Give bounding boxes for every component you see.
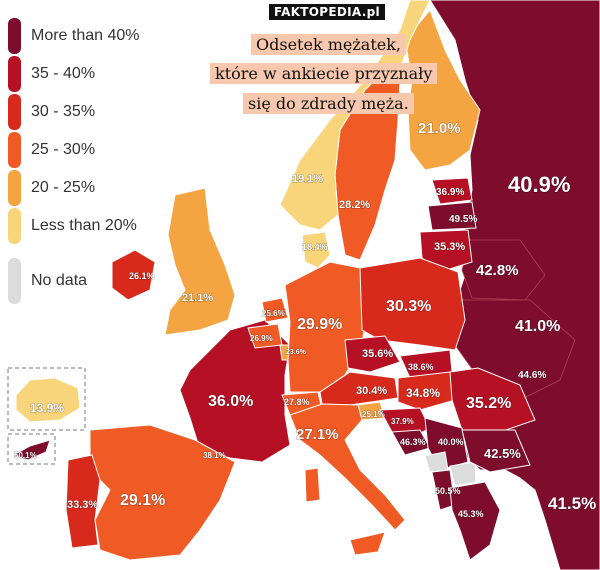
- legend-label: No data: [31, 272, 88, 289]
- label-finland: 21.0%: [418, 120, 461, 137]
- legend-label: 25 - 30%: [31, 141, 96, 158]
- region-sicily: [349, 531, 386, 556]
- label-poland: 30.3%: [386, 298, 431, 315]
- legend-swatch: [8, 170, 21, 206]
- region-bulgaria: [461, 429, 531, 473]
- legend-label: 20 - 25%: [31, 179, 96, 196]
- label-germany: 29.9%: [297, 316, 342, 333]
- legend-label: More than 40%: [31, 27, 140, 44]
- region-sardinia: [304, 467, 321, 503]
- label-slovakia: 38.6%: [408, 362, 434, 372]
- legend-swatch: [8, 258, 21, 304]
- label-denmark: 18.4%: [302, 242, 328, 252]
- label-spain: 29.1%: [120, 492, 165, 509]
- label-belarus: 42.8%: [476, 262, 519, 279]
- region-romania: [449, 367, 536, 433]
- label-cyprus: 50.1%: [14, 451, 37, 460]
- caption-line-3: się do zdrady męża.: [243, 93, 414, 114]
- label-lithuania: 35.3%: [434, 241, 465, 253]
- label-romania: 35.2%: [466, 395, 511, 412]
- label-hungary: 34.8%: [406, 386, 440, 400]
- label-russia-south: 41.5%: [548, 494, 596, 513]
- label-ireland: 26.1%: [129, 271, 155, 281]
- label-greece: 45.3%: [458, 509, 484, 519]
- legend-item-more-than-40: More than 40%: [8, 18, 140, 54]
- label-france: 36.0%: [208, 393, 253, 410]
- label-slovenia: 25.1%: [362, 410, 385, 419]
- legend-item-no-data: No data: [8, 258, 88, 304]
- region-uk: [164, 187, 236, 336]
- region-latvia: [427, 201, 477, 231]
- region-estonia: [431, 177, 473, 205]
- region-portugal: [65, 454, 101, 549]
- region-denmark: [301, 231, 331, 269]
- legend-item-less-than-20: Less than 20%: [8, 208, 137, 244]
- legend-swatch: [8, 56, 21, 92]
- label-iceland: 13.9%: [30, 401, 64, 415]
- region-spain: [89, 424, 236, 561]
- region-cyprus: [12, 439, 51, 461]
- label-netherlands: 25.6%: [262, 309, 285, 318]
- legend-label: Less than 20%: [31, 217, 137, 234]
- region-france: [179, 319, 291, 463]
- label-belgium: 26.9%: [250, 334, 273, 343]
- watermark: FAKTOPEDIA.pl: [269, 4, 385, 20]
- label-italy: 27.1%: [296, 426, 339, 443]
- legend-swatch: [8, 94, 21, 130]
- region-iceland: [15, 377, 81, 423]
- label-latvia: 49.5%: [449, 214, 477, 225]
- region-ireland: [111, 249, 156, 301]
- region-north-macedonia: [449, 461, 477, 487]
- label-bulgaria: 42.5%: [484, 446, 521, 461]
- legend-swatch: [8, 132, 21, 168]
- caption-line-1: Odsetek mężatek,: [251, 34, 407, 55]
- label-uk: 21.1%: [182, 292, 213, 304]
- label-luxembourg: 23.6%: [286, 349, 307, 356]
- label-switzerland: 27.8%: [284, 397, 310, 407]
- caption-line-2: które w ankiecie przyznały: [210, 63, 438, 84]
- region-lithuania: [419, 229, 473, 273]
- legend-swatch: [8, 18, 21, 54]
- legend-item-35-40: 35 - 40%: [8, 56, 95, 92]
- label-ukraine-west: 44.6%: [518, 370, 546, 381]
- label-austria: 30.4%: [356, 385, 387, 397]
- label-serbia: 40.0%: [438, 437, 464, 447]
- legend-label: 35 - 40%: [31, 65, 96, 82]
- legend-item-25-30: 25 - 30%: [8, 132, 95, 168]
- label-croatia: 37.9%: [391, 417, 414, 426]
- legend-swatch: [8, 208, 21, 244]
- label-estonia: 36.9%: [436, 187, 464, 198]
- label-albania: 50.5%: [435, 486, 461, 496]
- label-russia-north: 40.9%: [508, 172, 570, 197]
- label-bosnia: 46.3%: [400, 437, 426, 447]
- region-italy: [289, 403, 406, 531]
- region-netherlands: [261, 297, 289, 323]
- legend-item-20-25: 20 - 25%: [8, 170, 95, 206]
- legend-item-30-35: 30 - 35%: [8, 94, 95, 130]
- label-czechia: 35.6%: [362, 348, 393, 360]
- region-poland: [359, 257, 466, 351]
- label-portugal: 33.3%: [67, 499, 98, 511]
- legend-label: 30 - 35%: [31, 103, 96, 120]
- region-czechia: [344, 335, 401, 373]
- label-russia-mid: 41.0%: [515, 318, 560, 335]
- region-hungary: [397, 371, 463, 411]
- label-sweden: 28.2%: [339, 199, 370, 211]
- label-andorra: 38.1%: [203, 451, 226, 460]
- region-greece: [449, 481, 501, 561]
- label-norway: 19.1%: [292, 173, 323, 185]
